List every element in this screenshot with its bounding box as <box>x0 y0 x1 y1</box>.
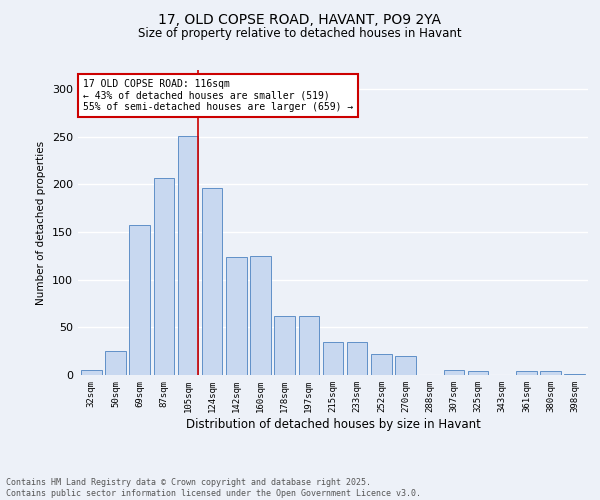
Bar <box>154 178 174 375</box>
Bar <box>347 342 367 375</box>
X-axis label: Distribution of detached houses by size in Havant: Distribution of detached houses by size … <box>185 418 481 430</box>
Bar <box>468 371 488 375</box>
Bar <box>323 342 343 375</box>
Text: Contains HM Land Registry data © Crown copyright and database right 2025.
Contai: Contains HM Land Registry data © Crown c… <box>6 478 421 498</box>
Bar <box>226 257 247 375</box>
Bar <box>105 351 126 375</box>
Text: 17, OLD COPSE ROAD, HAVANT, PO9 2YA: 17, OLD COPSE ROAD, HAVANT, PO9 2YA <box>158 12 442 26</box>
Bar <box>130 226 150 375</box>
Bar <box>178 136 198 375</box>
Bar <box>81 370 101 375</box>
Text: Size of property relative to detached houses in Havant: Size of property relative to detached ho… <box>138 28 462 40</box>
Bar <box>299 316 319 375</box>
Bar <box>443 370 464 375</box>
Bar <box>565 374 585 375</box>
Bar <box>371 354 392 375</box>
Bar <box>274 316 295 375</box>
Text: 17 OLD COPSE ROAD: 116sqm
← 43% of detached houses are smaller (519)
55% of semi: 17 OLD COPSE ROAD: 116sqm ← 43% of detac… <box>83 79 353 112</box>
Y-axis label: Number of detached properties: Number of detached properties <box>37 140 46 304</box>
Bar <box>540 371 561 375</box>
Bar <box>516 371 536 375</box>
Bar <box>202 188 223 375</box>
Bar <box>395 356 416 375</box>
Bar <box>250 256 271 375</box>
